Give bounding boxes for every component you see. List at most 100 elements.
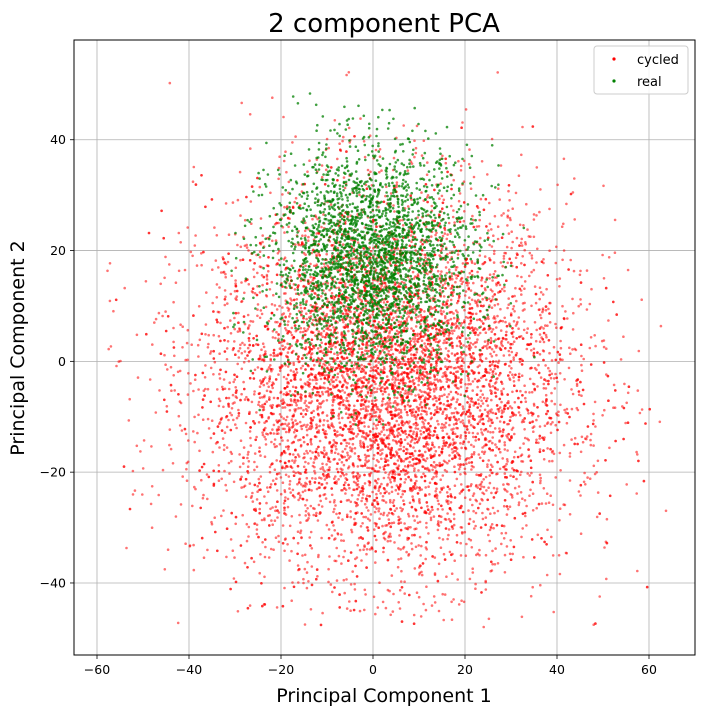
data-point (593, 334, 596, 337)
data-point (579, 269, 582, 273)
data-point (477, 398, 480, 402)
data-point (558, 285, 561, 288)
data-point (227, 387, 231, 391)
data-point (386, 411, 390, 414)
data-point (453, 484, 457, 488)
data-point (542, 387, 546, 390)
data-point (253, 390, 256, 393)
data-point (277, 333, 280, 337)
data-point (517, 503, 521, 507)
data-point (520, 237, 523, 241)
data-point (285, 170, 288, 174)
data-point (507, 209, 510, 212)
data-point (223, 303, 227, 307)
data-point (279, 391, 282, 395)
data-point (296, 482, 299, 486)
data-point (523, 428, 526, 431)
data-point (297, 498, 300, 502)
data-point (555, 245, 558, 249)
data-point (326, 391, 330, 394)
data-point (260, 265, 263, 269)
data-point (385, 386, 389, 389)
data-point (486, 404, 490, 407)
data-point (497, 359, 501, 363)
data-point (348, 283, 352, 287)
data-point (343, 282, 347, 286)
data-point (448, 423, 451, 427)
data-point (305, 476, 309, 480)
data-point (347, 457, 351, 460)
data-point (451, 438, 455, 441)
data-point (409, 390, 413, 393)
data-point (415, 365, 418, 368)
data-point (481, 446, 484, 449)
data-point (268, 396, 271, 399)
data-point (210, 522, 214, 526)
data-point (322, 329, 326, 333)
data-point (530, 257, 534, 260)
data-point (303, 452, 306, 456)
data-point (287, 180, 291, 184)
data-point (372, 457, 375, 461)
data-point (594, 344, 597, 348)
data-point (468, 498, 472, 501)
data-point (185, 341, 189, 345)
data-point (436, 464, 440, 467)
data-point (248, 604, 252, 607)
data-point (533, 321, 537, 324)
data-point (491, 385, 495, 388)
data-point (422, 445, 426, 448)
data-point (363, 155, 367, 159)
data-point (284, 537, 287, 540)
data-point (409, 440, 413, 443)
data-point (573, 436, 577, 440)
data-point (494, 372, 498, 376)
data-point (358, 458, 362, 462)
data-point (489, 336, 493, 340)
data-point (457, 603, 461, 606)
data-point (218, 286, 221, 289)
data-point (460, 446, 463, 450)
data-point (481, 297, 485, 301)
data-point (286, 445, 290, 448)
data-point (433, 556, 437, 559)
data-point (213, 516, 216, 519)
data-point (228, 411, 232, 415)
data-point (299, 378, 303, 381)
data-point (362, 421, 366, 424)
data-point (425, 521, 428, 525)
data-point (419, 322, 422, 326)
data-point (500, 411, 504, 415)
data-point (236, 330, 240, 333)
data-point (524, 390, 527, 394)
data-point (297, 581, 300, 584)
data-point (239, 439, 243, 443)
data-point (430, 604, 434, 607)
data-point (513, 310, 516, 313)
data-point (381, 392, 385, 396)
data-point (310, 489, 313, 492)
data-point (380, 482, 383, 486)
data-point (391, 610, 395, 613)
data-point (411, 495, 414, 498)
data-point (425, 359, 428, 363)
data-point (562, 249, 566, 252)
data-point (396, 374, 400, 378)
data-point (413, 441, 417, 445)
data-point (489, 368, 493, 371)
data-point (479, 428, 483, 431)
data-point (395, 185, 398, 189)
data-point (462, 361, 466, 364)
data-point (373, 505, 376, 509)
data-point (257, 400, 261, 404)
data-point (423, 390, 426, 394)
data-point (449, 365, 453, 369)
data-point (464, 290, 468, 293)
data-point (447, 334, 451, 337)
data-point (535, 166, 539, 169)
data-point (454, 407, 457, 410)
data-point (507, 349, 511, 353)
data-point (296, 564, 300, 567)
data-point (211, 268, 214, 272)
data-point (233, 289, 237, 293)
